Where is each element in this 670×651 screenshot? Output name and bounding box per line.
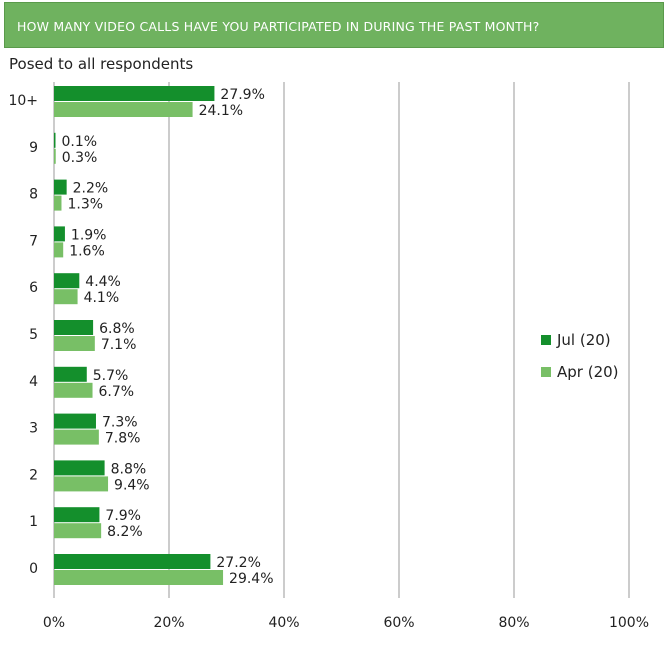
data-label: 1.9% (71, 227, 107, 243)
data-label: 1.6% (69, 243, 105, 259)
bar-apr (54, 195, 62, 211)
x-tick-label: 100% (609, 615, 649, 631)
x-tick-label: 0% (43, 615, 65, 631)
data-label: 7.3% (102, 415, 138, 431)
bar-jul (54, 132, 56, 148)
data-label: 0.1% (62, 134, 98, 150)
chart-title: HOW MANY VIDEO CALLS HAVE YOU PARTICIPAT… (17, 19, 540, 34)
legend-swatch (541, 335, 551, 345)
data-label: 27.2% (216, 555, 260, 571)
bar-jul (54, 320, 94, 335)
data-label: 9.4% (114, 477, 150, 493)
chart-subtitle: Posed to all respondents (9, 55, 194, 73)
data-label: 24.1% (199, 103, 243, 119)
bar-apr (54, 570, 224, 585)
data-label: 5.7% (93, 368, 129, 384)
bar-jul (54, 226, 65, 242)
data-label: 6.8% (99, 321, 135, 337)
bar-apr (54, 523, 102, 539)
legend-swatch (541, 367, 551, 377)
data-label: 6.7% (99, 384, 135, 400)
bar-apr (54, 429, 99, 445)
data-label: 7.8% (105, 431, 141, 447)
data-label: 7.9% (105, 508, 141, 524)
bar-jul (54, 366, 87, 382)
legend-label: Apr (20) (557, 363, 619, 381)
category-label: 4 (29, 374, 38, 390)
category-label: 9 (29, 140, 38, 156)
bar-jul (54, 413, 96, 429)
data-label: 4.4% (85, 274, 121, 290)
x-tick-label: 40% (268, 615, 299, 631)
bar-jul (54, 273, 80, 289)
category-label: 3 (29, 421, 38, 437)
bar-apr (54, 476, 109, 492)
bar-apr (54, 148, 56, 164)
data-label: 4.1% (84, 290, 120, 306)
bar-jul (54, 554, 211, 569)
bar-jul (54, 179, 67, 195)
data-label: 1.3% (67, 197, 103, 213)
legend-label: Jul (20) (556, 331, 611, 349)
bar-apr (54, 242, 64, 258)
bar-jul (54, 86, 215, 101)
bar-apr (54, 336, 95, 351)
bar-apr (54, 382, 93, 398)
bar-jul (54, 460, 105, 476)
category-label: 6 (29, 280, 38, 296)
x-tick-label: 20% (153, 615, 184, 631)
category-label: 10+ (8, 93, 38, 109)
data-label: 8.8% (111, 461, 147, 477)
bar-apr (54, 289, 78, 305)
x-tick-label: 80% (498, 615, 529, 631)
data-label: 2.2% (73, 181, 109, 197)
category-label: 1 (29, 514, 38, 530)
data-label: 7.1% (101, 337, 137, 353)
category-label: 8 (29, 187, 38, 203)
category-label: 5 (29, 327, 38, 343)
bar-apr (54, 102, 193, 117)
category-label: 0 (29, 561, 38, 577)
category-label: 7 (29, 233, 38, 249)
data-label: 27.9% (220, 87, 264, 103)
category-label: 2 (29, 467, 38, 483)
data-label: 0.3% (62, 150, 98, 166)
x-tick-label: 60% (383, 615, 414, 631)
data-label: 29.4% (229, 571, 273, 587)
data-label: 8.2% (107, 524, 143, 540)
chart-header-bar: HOW MANY VIDEO CALLS HAVE YOU PARTICIPAT… (4, 2, 664, 48)
bar-jul (54, 507, 100, 523)
